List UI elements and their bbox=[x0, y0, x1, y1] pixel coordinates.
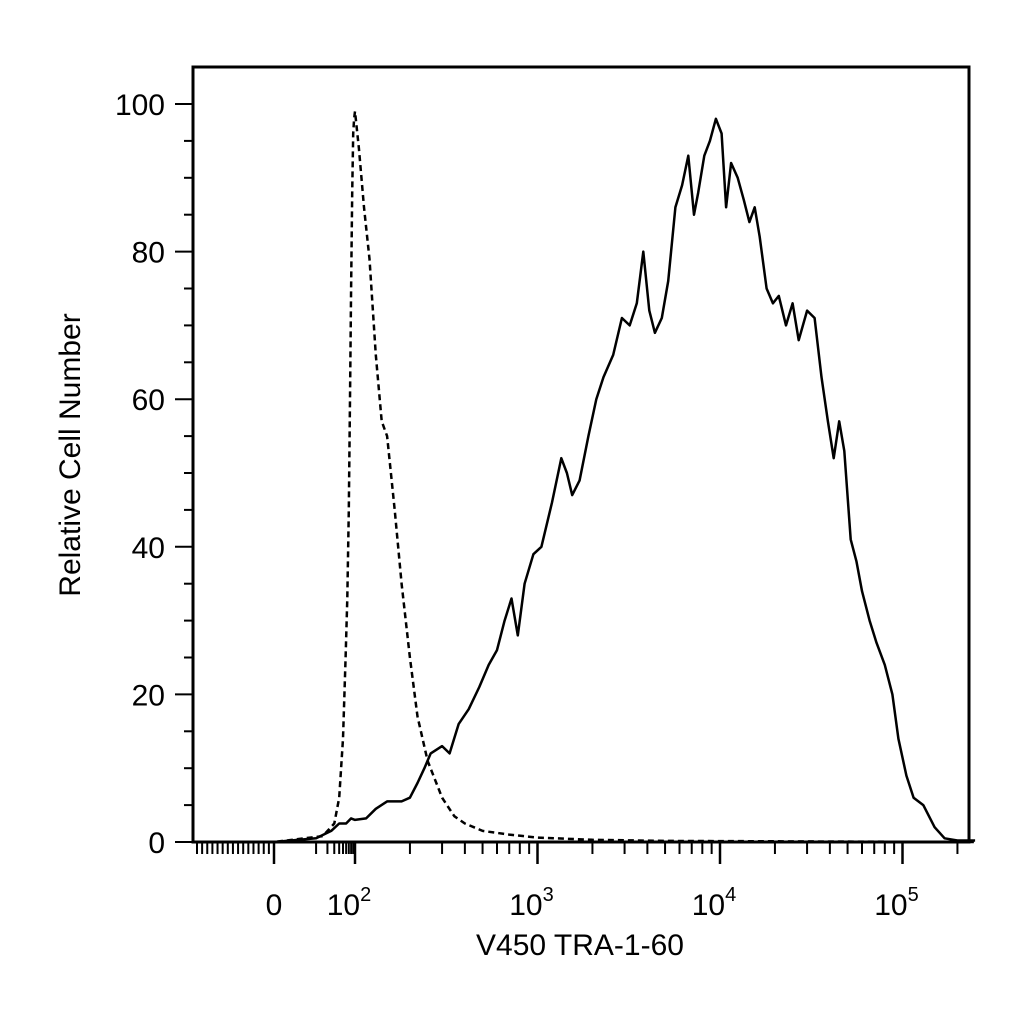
x-tick-label: 105 bbox=[874, 884, 919, 922]
y-tick-label: 100 bbox=[115, 89, 165, 122]
y-tick-label: 0 bbox=[148, 827, 165, 860]
x-axis: 0 102 103 104 105 bbox=[196, 842, 959, 922]
x-tick-base: 0 bbox=[266, 889, 283, 922]
x-tick-label: 103 bbox=[509, 884, 554, 922]
x-tick-exponent: 3 bbox=[543, 884, 554, 906]
x-tick-base: 10 bbox=[327, 889, 360, 922]
x-tick-exponent: 5 bbox=[908, 884, 919, 906]
y-tick-label: 60 bbox=[132, 384, 165, 417]
x-tick-label: 102 bbox=[327, 884, 372, 922]
x-axis-title: V450 TRA-1-60 bbox=[476, 929, 684, 962]
x-tick-label: 104 bbox=[692, 884, 737, 922]
stained-histogram-line bbox=[197, 117, 976, 844]
series-layer bbox=[197, 110, 976, 844]
x-tick-label: 0 bbox=[266, 889, 283, 922]
x-tick-base: 10 bbox=[692, 889, 725, 922]
y-axis-title: Relative Cell Number bbox=[54, 313, 87, 596]
y-tick-label: 80 bbox=[132, 237, 165, 270]
x-tick-base: 10 bbox=[874, 889, 907, 922]
y-axis: 0 20 40 60 80 100 bbox=[115, 89, 193, 860]
plot-frame bbox=[191, 65, 971, 844]
y-tick-label: 40 bbox=[132, 532, 165, 565]
x-tick-base: 10 bbox=[509, 889, 542, 922]
y-tick-label: 20 bbox=[132, 679, 165, 712]
control-histogram-line bbox=[197, 110, 976, 844]
x-tick-exponent: 2 bbox=[360, 884, 371, 906]
x-tick-exponent: 4 bbox=[725, 884, 736, 906]
